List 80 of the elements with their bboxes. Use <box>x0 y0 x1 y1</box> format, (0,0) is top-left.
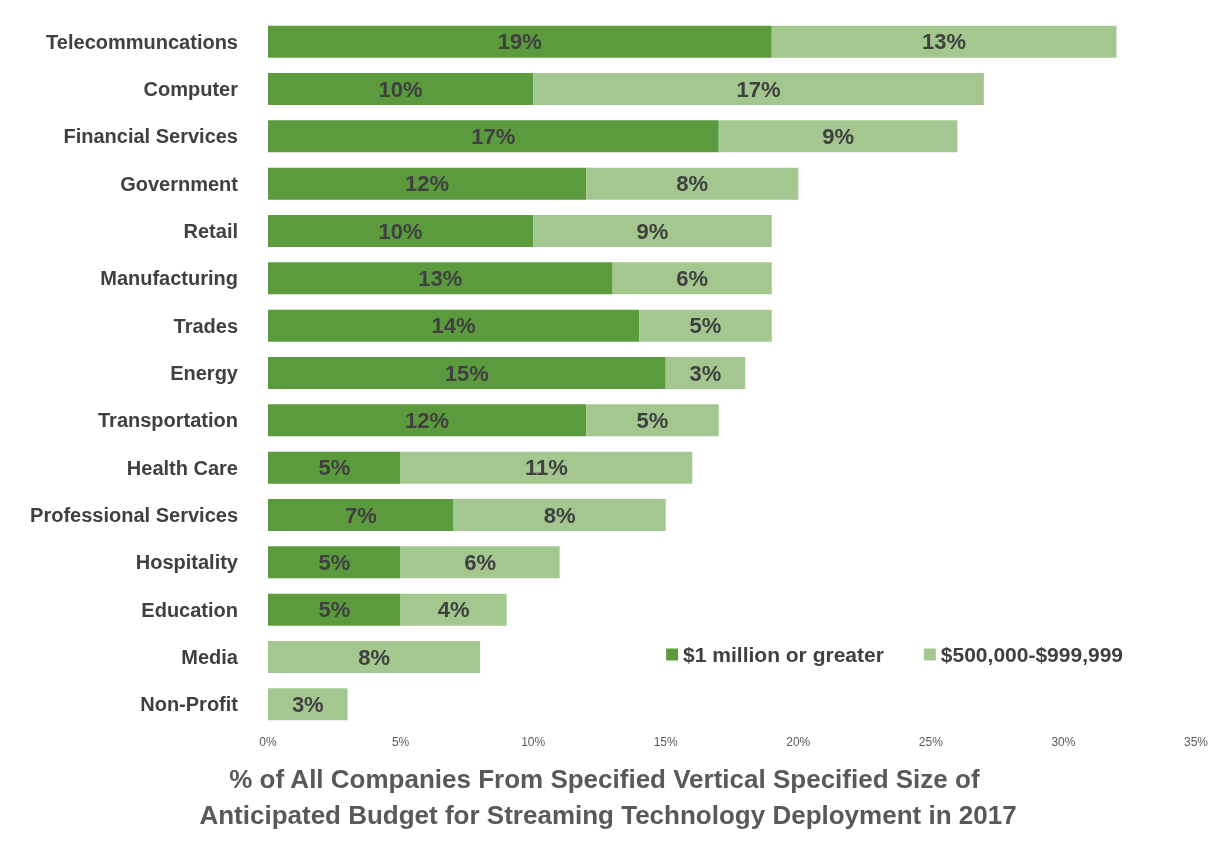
data-label: 9% <box>636 218 669 244</box>
data-label: 3% <box>291 691 324 717</box>
bar <box>612 262 772 295</box>
y-tick-label: Trades <box>173 314 238 337</box>
bar <box>400 593 507 626</box>
bar <box>268 499 454 531</box>
y-tick-label: Hospitality <box>135 551 239 574</box>
x-tick-label: 30% <box>1051 735 1076 749</box>
bar <box>268 593 401 626</box>
data-label: 3% <box>689 360 722 386</box>
bar <box>453 499 666 531</box>
data-label: 17% <box>471 123 516 149</box>
bar <box>268 641 481 673</box>
bar <box>268 120 719 153</box>
y-tick-label: Retail <box>183 220 238 242</box>
data-label: 11% <box>524 455 568 481</box>
y-tick-label: Health Care <box>126 456 238 479</box>
bar <box>639 309 772 342</box>
data-label: 8% <box>676 171 709 197</box>
y-tick-label: Professional Services <box>30 504 238 526</box>
y-tick-label: Energy <box>170 362 239 384</box>
bar <box>268 167 587 200</box>
data-label: 5% <box>689 313 722 339</box>
bar <box>586 404 719 437</box>
y-tick-label: Government <box>120 172 239 195</box>
data-label: 15% <box>444 360 489 386</box>
data-label: 5% <box>318 549 351 575</box>
y-tick-label: Computer <box>143 78 239 100</box>
y-tick-label: Non-Profit <box>140 693 239 716</box>
x-tick-label: 20% <box>786 735 811 749</box>
bar <box>268 25 772 58</box>
y-tick-label: Media <box>181 646 239 668</box>
bar <box>718 120 958 153</box>
legend-label: $1 million or greater <box>683 643 884 666</box>
bar <box>533 215 772 247</box>
data-label: 8% <box>358 644 390 670</box>
x-axis-title: % of All Companies From Specified Vertical Specified Size of Anticipated Budget for Streaming Technology Deployment in 2017 <box>199 764 1017 830</box>
data-label: 13% <box>922 29 967 55</box>
data-label: 12% <box>405 407 450 433</box>
data-label: 6% <box>676 265 709 291</box>
data-label: 13% <box>418 265 463 291</box>
bar <box>400 546 560 579</box>
y-tick-label: Transportation <box>97 409 238 432</box>
bar <box>268 404 587 437</box>
bar <box>400 451 693 484</box>
x-tick-label: 35% <box>1183 735 1209 749</box>
data-label: 6% <box>464 549 497 575</box>
data-label: 9% <box>822 123 854 149</box>
data-label: 5% <box>318 597 351 623</box>
y-tick-label: Education <box>141 598 238 621</box>
bar <box>268 451 401 484</box>
x-tick-label: 0% <box>259 735 277 749</box>
bar <box>533 73 984 105</box>
bar <box>586 167 799 200</box>
data-label: 12% <box>405 171 450 197</box>
data-label: 5% <box>636 407 669 433</box>
data-label: 10% <box>378 218 423 244</box>
data-label: 10% <box>378 76 423 102</box>
y-tick-label: Manufacturing <box>100 267 238 290</box>
x-tick-label: 25% <box>918 735 944 749</box>
bar <box>268 309 640 342</box>
legend-label: $500,000-$999,999 <box>940 643 1123 666</box>
bar <box>268 262 613 295</box>
data-label: 5% <box>318 455 351 481</box>
data-label: 8% <box>543 502 576 528</box>
x-tick-label: 15% <box>653 735 679 749</box>
bar <box>771 25 1117 58</box>
data-label: 14% <box>431 313 476 339</box>
bar <box>268 357 666 389</box>
bar <box>268 215 534 247</box>
data-label: 19% <box>497 29 542 55</box>
data-label: 17% <box>736 76 781 102</box>
x-tick-label: 10% <box>521 735 546 749</box>
data-label: 7% <box>344 502 377 528</box>
y-tick-label: Telecommuncations <box>46 30 238 53</box>
y-tick-label: Financial Services <box>63 125 238 148</box>
data-label: 4% <box>437 597 470 623</box>
bar <box>268 73 534 105</box>
bar <box>268 546 401 579</box>
x-tick-label: 5% <box>391 735 410 749</box>
